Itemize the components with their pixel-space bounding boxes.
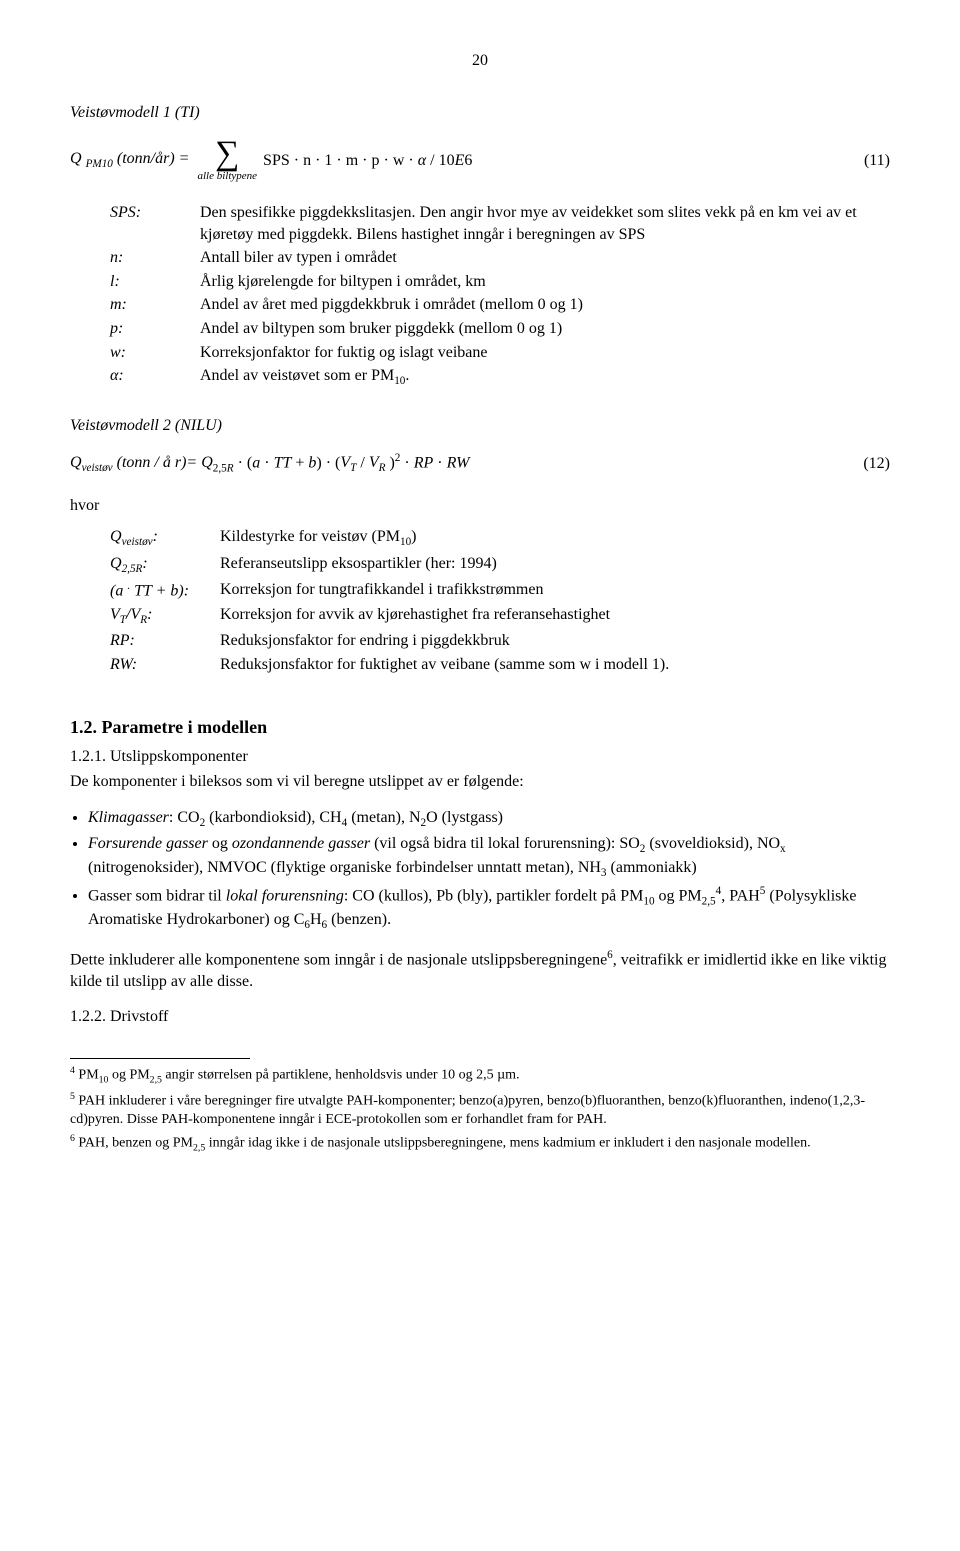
def-row: n:Antall biler av typen i området: [110, 247, 890, 269]
def-symbol: Qveistøv:: [110, 526, 220, 550]
eq11-lhs: Q PM10 (tonn/år) =: [70, 148, 189, 172]
model2-title: Veistøvmodell 2 (NILU): [70, 415, 890, 437]
def-description: Reduksjonsfaktor for fuktighet av veiban…: [220, 654, 890, 676]
equation-12: Qveistøv (tonn / å r)= Q2,5R · (a · TT +…: [70, 451, 890, 477]
def-row: p:Andel av biltypen som bruker piggdekk …: [110, 318, 890, 340]
def-description: Referanseutslipp eksospartikler (her: 19…: [220, 553, 890, 577]
def-symbol: p:: [110, 318, 200, 340]
def-symbol: (a . TT + b):: [110, 579, 220, 602]
def-description: Kildestyrke for veistøv (PM10): [220, 526, 890, 550]
footnote-separator: [70, 1058, 250, 1059]
sigma-block: ∑ alle biltypene: [197, 137, 257, 184]
def-description: Korreksjon for tungtrafikkandel i trafik…: [220, 579, 890, 602]
def-symbol: SPS:: [110, 202, 200, 245]
def-description: Årlig kjørelengde for biltypen i området…: [200, 271, 890, 293]
list-item: Forsurende gasser og ozondannende gasser…: [88, 833, 890, 882]
model1-defs: SPS:Den spesifikke piggdekkslitasjen. De…: [110, 202, 890, 389]
sigma-sub: alle biltypene: [197, 169, 257, 184]
def-row: RP:Reduksjonsfaktor for endring i piggde…: [110, 630, 890, 652]
sigma-icon: ∑: [215, 137, 239, 171]
def-description: Korreksjonfaktor for fuktig og islagt ve…: [200, 342, 890, 364]
def-description: Den spesifikke piggdekkslitasjen. Den an…: [200, 202, 890, 245]
def-description: Reduksjonsfaktor for endring i piggdekkb…: [220, 630, 890, 652]
def-symbol: RP:: [110, 630, 220, 652]
def-row: Q2,5R:Referanseutslipp eksospartikler (h…: [110, 553, 890, 577]
def-row: α:Andel av veistøvet som er PM10.: [110, 365, 890, 389]
component-list: Klimagasser: CO2 (karbondioksid), CH4 (m…: [70, 807, 890, 934]
def-row: VT/VR:Korreksjon for avvik av kjørehasti…: [110, 604, 890, 628]
def-symbol: VT/VR:: [110, 604, 220, 628]
eq12-body: Qveistøv (tonn / å r)= Q2,5R · (a · TT +…: [70, 451, 469, 477]
list-item: Klimagasser: CO2 (karbondioksid), CH4 (m…: [88, 807, 890, 831]
def-description: Antall biler av typen i området: [200, 247, 890, 269]
model2-defs: Qveistøv:Kildestyrke for veistøv (PM10)Q…: [110, 526, 890, 675]
subsection-1-2-1-title: 1.2.1. Utslippskomponenter: [70, 746, 890, 768]
def-row: l:Årlig kjørelengde for biltypen i områd…: [110, 271, 890, 293]
hvor-label: hvor: [70, 495, 890, 517]
def-symbol: RW:: [110, 654, 220, 676]
footnote: 4 PM10 og PM2,5 angir størrelsen på part…: [70, 1065, 890, 1087]
def-symbol: n:: [110, 247, 200, 269]
para-after-bullets: Dette inkluderer alle komponentene som i…: [70, 948, 890, 993]
def-row: w:Korreksjonfaktor for fuktig og islagt …: [110, 342, 890, 364]
def-description: Andel av året med piggdekkbruk i området…: [200, 294, 890, 316]
def-row: Qveistøv:Kildestyrke for veistøv (PM10): [110, 526, 890, 550]
def-description: Andel av veistøvet som er PM10.: [200, 365, 890, 389]
eq11-body: SPS · n · 1 · m · p · w · α / 10E6: [263, 150, 472, 172]
eq12-number: (12): [833, 453, 890, 475]
subsection-1-2-2-title: 1.2.2. Drivstoff: [70, 1006, 890, 1028]
footnote: 5 PAH inkluderer i våre beregninger fire…: [70, 1091, 890, 1129]
sub1-intro: De komponenter i bileksos som vi vil ber…: [70, 771, 890, 793]
model1-title: Veistøvmodell 1 (TI): [70, 102, 890, 124]
def-row: (a . TT + b):Korreksjon for tungtrafikka…: [110, 579, 890, 602]
section-1-2-heading: 1.2. Parametre i modellen: [70, 715, 890, 739]
list-item: Gasser som bidrar til lokal forurensning…: [88, 884, 890, 934]
footnotes: 4 PM10 og PM2,5 angir størrelsen på part…: [70, 1065, 890, 1155]
def-symbol: l:: [110, 271, 200, 293]
def-row: RW:Reduksjonsfaktor for fuktighet av vei…: [110, 654, 890, 676]
equation-11: Q PM10 (tonn/år) = ∑ alle biltypene SPS …: [70, 137, 890, 184]
def-symbol: m:: [110, 294, 200, 316]
def-row: SPS:Den spesifikke piggdekkslitasjen. De…: [110, 202, 890, 245]
eq11-number: (11): [834, 150, 890, 172]
def-description: Korreksjon for avvik av kjørehastighet f…: [220, 604, 890, 628]
def-symbol: α:: [110, 365, 200, 389]
def-symbol: w:: [110, 342, 200, 364]
def-row: m:Andel av året med piggdekkbruk i områd…: [110, 294, 890, 316]
footnote: 6 PAH, benzen og PM2,5 inngår idag ikke …: [70, 1133, 890, 1155]
page-number: 20: [70, 50, 890, 72]
def-symbol: Q2,5R:: [110, 553, 220, 577]
def-description: Andel av biltypen som bruker piggdekk (m…: [200, 318, 890, 340]
